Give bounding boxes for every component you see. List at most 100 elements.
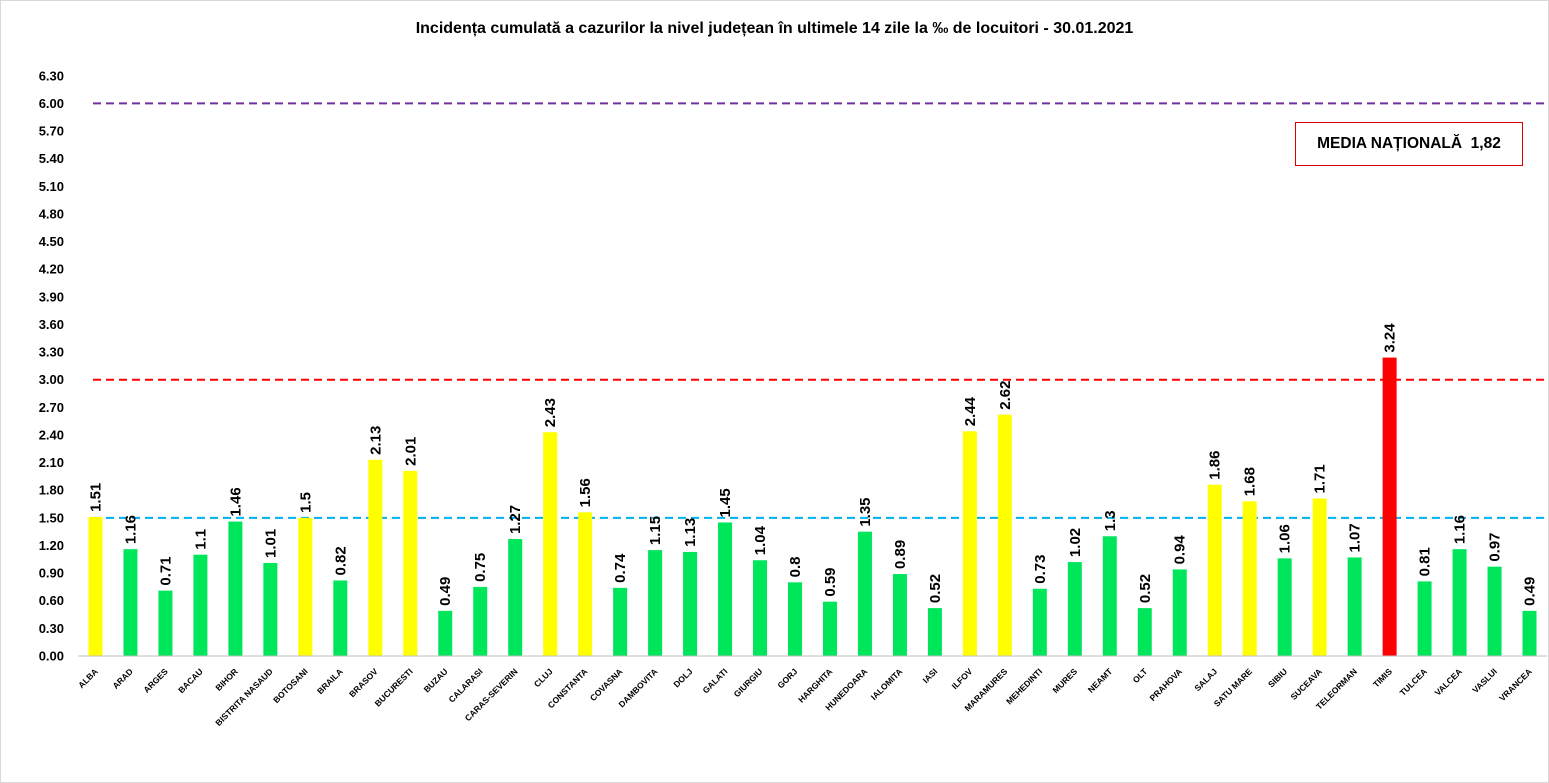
bar-suceava <box>1312 498 1327 656</box>
data-label: 0.8 <box>787 556 804 577</box>
bars <box>88 357 1537 656</box>
bar-dambovita <box>648 550 663 656</box>
data-label: 1.02 <box>1067 528 1084 557</box>
y-tick-label: 6.30 <box>39 68 64 83</box>
y-axis: 0.00 0.30 0.60 0.90 1.20 1.50 1.80 2.10 2.40 2.70… <box>39 68 64 663</box>
y-tick-label: 2.40 <box>39 427 64 442</box>
bar-mures <box>1067 562 1082 656</box>
data-label: 1.16 <box>122 515 139 544</box>
y-tick-label: 5.70 <box>39 124 64 139</box>
data-label: 1.86 <box>1207 450 1224 479</box>
bar-covasna <box>613 587 628 656</box>
bar-arges <box>158 590 173 656</box>
bar-teleorman <box>1347 557 1362 656</box>
bar-satu-mare <box>1242 501 1257 656</box>
data-label: 1.15 <box>647 516 664 545</box>
bar-buzau <box>438 610 453 656</box>
y-tick-label: 1.80 <box>39 483 64 498</box>
bar-valcea <box>1452 549 1467 656</box>
x-tick-label: SUCEAVA <box>1288 666 1324 702</box>
x-tick-label: TIMIS <box>1371 666 1394 689</box>
x-tick-label: GORJ <box>775 666 799 690</box>
bar-timis <box>1382 357 1397 656</box>
bar-iasi <box>927 608 942 656</box>
data-label: 1.71 <box>1312 464 1329 493</box>
bar-brasov <box>368 459 383 656</box>
data-labels: 1.51 1.16 0.71 1.1 1.46 1.01 1.5 0.82 2.13 2.01 0.… <box>87 323 1538 606</box>
y-tick-label: 2.10 <box>39 455 64 470</box>
x-tick-label: IASI <box>921 666 940 685</box>
x-tick-label: BRAILA <box>315 666 345 696</box>
y-tick-label: 2.70 <box>39 400 64 415</box>
bar-bacau <box>193 554 208 656</box>
bar-salaj <box>1207 484 1222 656</box>
x-tick-label: BUZAU <box>422 666 450 694</box>
x-tick-label: ALBA <box>76 666 100 690</box>
bar-constanta <box>578 512 593 656</box>
data-label: 1.56 <box>577 478 594 507</box>
x-tick-label: DOLJ <box>671 666 694 689</box>
x-tick-label: NEAMT <box>1086 666 1115 695</box>
data-label: 0.71 <box>157 556 174 585</box>
bar-vaslui <box>1487 566 1502 656</box>
y-tick-label: 1.50 <box>39 510 64 525</box>
x-tick-label: GALATI <box>700 666 729 695</box>
bar-galati <box>718 522 733 656</box>
data-label: 0.74 <box>612 553 629 583</box>
bar-sibiu <box>1277 558 1292 656</box>
x-tick-label: ARGES <box>141 666 170 695</box>
data-label: 0.52 <box>927 574 944 603</box>
data-label: 1.46 <box>227 487 244 516</box>
x-tick-label: BRASOV <box>347 666 380 699</box>
x-tick-label: MURES <box>1050 666 1079 695</box>
x-tick-label: ARAD <box>110 666 134 690</box>
data-label: 0.89 <box>892 540 909 569</box>
y-tick-label: 0.60 <box>39 593 64 608</box>
y-tick-label: 3.90 <box>39 289 64 304</box>
data-label: 2.13 <box>367 426 384 455</box>
y-tick-label: 0.30 <box>39 621 64 636</box>
bar-alba <box>88 516 103 656</box>
bar-giurgiu <box>753 560 768 656</box>
data-label: 2.62 <box>997 380 1014 409</box>
x-tick-label: TULCEA <box>1398 666 1429 697</box>
bar-gorj <box>788 582 803 656</box>
data-label: 0.49 <box>1522 577 1539 606</box>
data-label: 1.1 <box>192 529 209 550</box>
data-label: 1.68 <box>1242 467 1259 496</box>
x-tick-label: SIBIU <box>1266 666 1289 689</box>
bar-vrancea <box>1522 610 1537 656</box>
data-label: 0.49 <box>437 577 454 606</box>
data-label: 0.73 <box>1032 555 1049 584</box>
x-tick-label: BOTOSANI <box>271 666 310 705</box>
data-label: 1.06 <box>1277 524 1294 553</box>
bar-botosani <box>298 517 313 656</box>
y-tick-label: 3.60 <box>39 317 64 332</box>
x-tick-label: BIHOR <box>213 666 239 692</box>
bar-harghita <box>822 601 837 656</box>
y-tick-label: 4.50 <box>39 234 64 249</box>
y-tick-label: 4.20 <box>39 262 64 277</box>
bar-prahova <box>1172 569 1187 656</box>
data-label: 1.51 <box>87 483 104 512</box>
x-tick-label: VASLUI <box>1470 666 1499 695</box>
x-tick-label: SALAJ <box>1192 666 1219 693</box>
data-label: 0.94 <box>1172 535 1189 565</box>
y-tick-label: 1.20 <box>39 538 64 553</box>
bar-cluj <box>543 432 558 656</box>
y-tick-label: 5.10 <box>39 179 64 194</box>
bar-mehedinti <box>1032 588 1047 656</box>
bar-olt <box>1137 608 1152 656</box>
bar-caras-severin <box>508 539 523 656</box>
bar-maramures <box>997 414 1012 656</box>
data-label: 1.45 <box>717 488 734 517</box>
bar-hunedoara <box>857 531 872 656</box>
bar-ilfov <box>962 431 977 656</box>
y-tick-label: 6.00 <box>39 96 64 111</box>
y-tick-label: 5.40 <box>39 151 64 166</box>
bar-braila <box>333 580 348 656</box>
data-label: 0.82 <box>332 546 349 575</box>
bar-dolj <box>683 551 698 656</box>
